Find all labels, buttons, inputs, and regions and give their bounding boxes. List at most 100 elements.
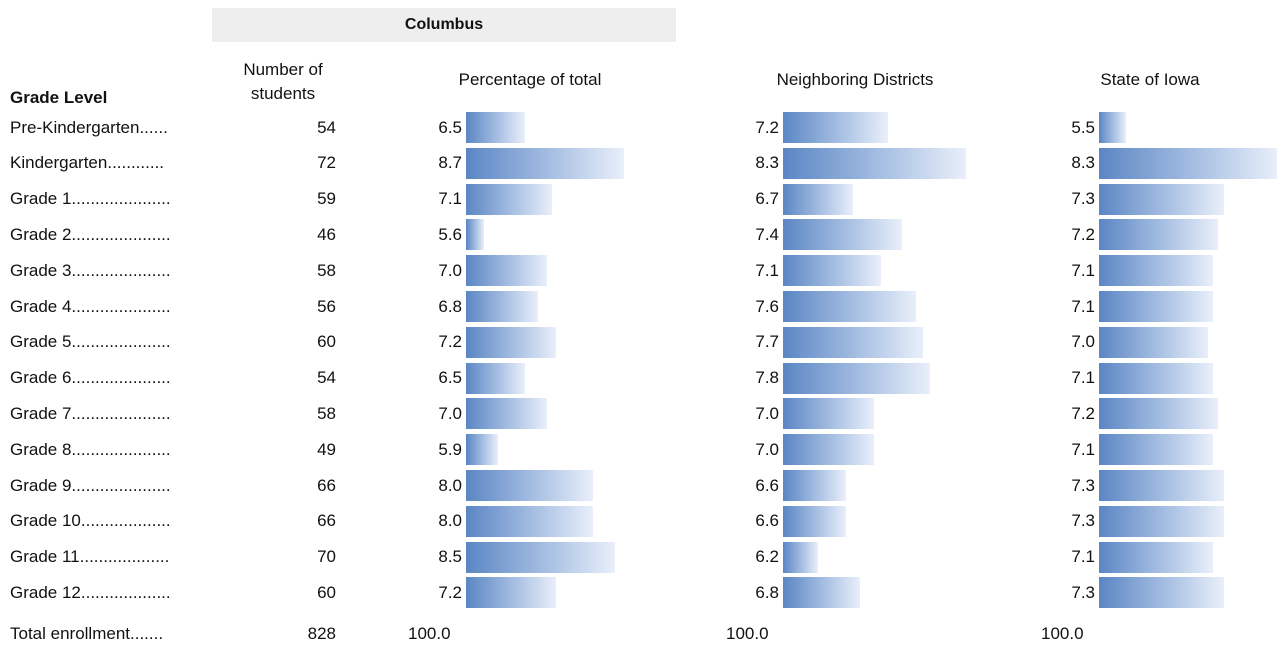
bar-state — [1099, 291, 1214, 322]
student-count: 56 — [317, 296, 336, 316]
data-label-neighboring: 7.4 — [755, 224, 779, 244]
bar-state — [1099, 505, 1224, 537]
bar-columbus — [466, 147, 625, 179]
data-label-neighboring: 6.7 — [755, 189, 779, 209]
bar-columbus — [466, 470, 593, 501]
data-label-columbus: 8.7 — [438, 153, 462, 173]
bar-neighboring — [783, 219, 903, 251]
bar-columbus — [466, 362, 525, 394]
data-label-columbus: 8.0 — [438, 475, 462, 495]
bar-neighboring — [783, 470, 847, 501]
total-enrollment-students: 828 — [307, 624, 336, 643]
number-of-students-header-line2: students — [250, 84, 316, 103]
grade-label: Grade 7..................... — [10, 403, 171, 423]
data-label-columbus: 7.0 — [438, 260, 462, 280]
bar-neighboring — [783, 362, 931, 394]
data-label-state: 7.2 — [1071, 403, 1095, 423]
data-label-neighboring: 8.3 — [755, 153, 779, 173]
data-label-columbus: 7.1 — [438, 189, 462, 209]
columbus-header: Columbus — [404, 16, 484, 33]
bar-columbus — [466, 112, 525, 143]
total-pct-state: 100.0 — [1041, 624, 1084, 643]
bar-state — [1099, 183, 1224, 215]
grade-label: Grade 12................... — [10, 582, 171, 602]
data-label-state: 5.5 — [1071, 117, 1095, 137]
bar-state — [1099, 219, 1219, 251]
bar-state — [1099, 326, 1208, 358]
bar-state — [1099, 577, 1224, 609]
data-label-columbus: 5.9 — [438, 439, 462, 459]
grade-label: Kindergarten............ — [10, 153, 165, 173]
bar-columbus — [466, 434, 498, 466]
grade-label: Grade 11................... — [10, 547, 170, 567]
data-label-state: 7.1 — [1071, 368, 1095, 388]
bar-neighboring — [783, 147, 966, 179]
data-label-columbus: 8.0 — [438, 511, 462, 531]
data-label-columbus: 7.2 — [438, 332, 462, 352]
bar-neighboring — [783, 255, 882, 287]
bar-neighboring — [783, 291, 917, 322]
data-label-columbus: 6.8 — [438, 296, 462, 316]
grade-label: Grade 4..................... — [10, 296, 171, 316]
data-label-neighboring: 6.2 — [755, 547, 779, 567]
student-count: 72 — [317, 153, 336, 173]
grade-label: Pre-Kindergarten...... — [10, 117, 168, 137]
number-of-students-header: Number of students — [218, 58, 348, 106]
data-label-neighboring: 7.0 — [755, 439, 779, 459]
data-label-state: 7.1 — [1071, 439, 1095, 459]
grade-label: Grade 10................... — [10, 511, 171, 531]
total-pct-columbus: 100.0 — [408, 624, 451, 643]
percentage-of-total-header: Percentage of total — [458, 70, 602, 89]
bar-columbus — [466, 291, 539, 322]
bar-neighboring — [783, 541, 819, 573]
student-count: 60 — [317, 582, 336, 602]
student-count: 66 — [317, 511, 336, 531]
data-label-neighboring: 7.6 — [755, 296, 779, 316]
bar-neighboring — [783, 434, 875, 466]
data-label-state: 7.3 — [1071, 582, 1095, 602]
grade-level-header: Grade Level — [10, 88, 108, 107]
data-label-neighboring: 7.0 — [755, 403, 779, 423]
data-label-neighboring: 7.8 — [755, 368, 779, 388]
data-label-neighboring: 7.2 — [755, 117, 779, 137]
grade-label: Grade 3..................... — [10, 260, 171, 280]
bar-columbus — [466, 577, 557, 609]
bar-columbus — [466, 398, 548, 430]
bar-state — [1099, 255, 1214, 287]
grade-label: Grade 8..................... — [10, 439, 171, 459]
data-label-columbus: 7.0 — [438, 403, 462, 423]
bar-neighboring — [783, 398, 875, 430]
bar-state — [1099, 147, 1277, 179]
student-count: 54 — [317, 368, 336, 388]
data-label-neighboring: 6.6 — [755, 511, 779, 531]
data-label-columbus: 6.5 — [438, 368, 462, 388]
total-enrollment-label: Total enrollment....... — [10, 624, 164, 643]
data-label-neighboring: 6.8 — [755, 582, 779, 602]
data-label-columbus: 6.5 — [438, 117, 462, 137]
bar-state — [1099, 362, 1214, 394]
bar-neighboring — [783, 183, 854, 215]
state-of-iowa-header: State of Iowa — [1100, 70, 1200, 89]
data-label-state: 8.3 — [1071, 153, 1095, 173]
bar-columbus — [466, 183, 552, 215]
data-label-columbus: 5.6 — [438, 224, 462, 244]
data-label-state: 7.2 — [1071, 224, 1095, 244]
bar-columbus — [466, 219, 485, 251]
bar-state — [1099, 541, 1214, 573]
data-label-state: 7.3 — [1071, 511, 1095, 531]
data-label-neighboring: 6.6 — [755, 475, 779, 495]
bar-state — [1099, 112, 1127, 143]
bar-state — [1099, 434, 1214, 466]
data-label-neighboring: 7.1 — [755, 260, 779, 280]
data-label-columbus: 8.5 — [438, 547, 462, 567]
bar-neighboring — [783, 577, 861, 609]
number-of-students-header-line1: Number of — [243, 60, 323, 79]
neighboring-districts-header: Neighboring Districts — [776, 70, 934, 89]
student-count: 54 — [317, 117, 336, 137]
bar-columbus — [466, 326, 557, 358]
bar-state — [1099, 470, 1224, 501]
grade-label: Grade 2..................... — [10, 224, 171, 244]
bar-neighboring — [783, 326, 924, 358]
student-count: 58 — [317, 403, 336, 423]
data-label-state: 7.1 — [1071, 296, 1095, 316]
